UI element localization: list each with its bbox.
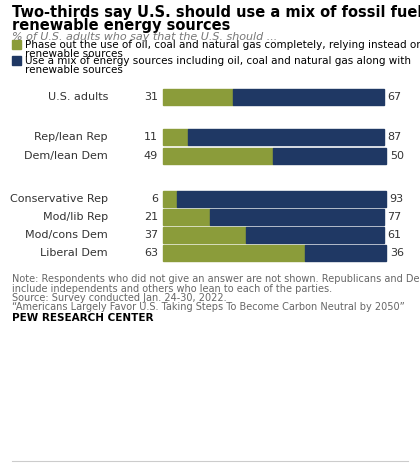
Text: 49: 49 — [144, 151, 158, 161]
Text: Liberal Dem: Liberal Dem — [40, 248, 108, 258]
Bar — [12, 40, 21, 49]
Bar — [233, 89, 383, 105]
Bar — [163, 227, 246, 243]
Text: 6: 6 — [151, 194, 158, 204]
Text: 37: 37 — [144, 230, 158, 240]
Text: U.S. adults: U.S. adults — [47, 92, 108, 102]
Bar — [305, 245, 386, 261]
Bar — [163, 209, 210, 225]
Text: 11: 11 — [144, 132, 158, 142]
Text: 87: 87 — [388, 132, 402, 142]
Bar — [163, 129, 188, 145]
Text: 67: 67 — [388, 92, 402, 102]
Text: 77: 77 — [388, 212, 402, 222]
Text: renewable sources: renewable sources — [25, 49, 123, 59]
Bar — [163, 148, 273, 164]
Text: 61: 61 — [388, 230, 402, 240]
Text: Source: Survey conducted Jan. 24-30, 2022.: Source: Survey conducted Jan. 24-30, 202… — [12, 293, 227, 303]
Bar — [12, 56, 21, 65]
Text: 63: 63 — [144, 248, 158, 258]
Text: Use a mix of energy sources including oil, coal and natural gas along with: Use a mix of energy sources including oi… — [25, 56, 411, 66]
Text: Phase out the use of oil, coal and natural gas completely, relying instead on: Phase out the use of oil, coal and natur… — [25, 40, 420, 50]
Text: Note: Respondents who did not give an answer are not shown. Republicans and Demo: Note: Respondents who did not give an an… — [12, 274, 420, 284]
Text: 21: 21 — [144, 212, 158, 222]
Text: include independents and others who lean to each of the parties.: include independents and others who lean… — [12, 283, 332, 293]
Bar — [210, 209, 383, 225]
Text: PEW RESEARCH CENTER: PEW RESEARCH CENTER — [12, 313, 153, 323]
Bar — [246, 227, 383, 243]
Bar — [273, 148, 386, 164]
Text: Two-thirds say U.S. should use a mix of fossil fuels and: Two-thirds say U.S. should use a mix of … — [12, 5, 420, 20]
Text: Conservative Rep: Conservative Rep — [10, 194, 108, 204]
Bar — [176, 191, 386, 207]
Text: Mod/lib Rep: Mod/lib Rep — [43, 212, 108, 222]
Text: 93: 93 — [390, 194, 404, 204]
Text: Dem/lean Dem: Dem/lean Dem — [24, 151, 108, 161]
Bar — [163, 245, 305, 261]
Text: Rep/lean Rep: Rep/lean Rep — [34, 132, 108, 142]
Text: renewable sources: renewable sources — [25, 65, 123, 75]
Bar — [188, 129, 383, 145]
Text: renewable energy sources: renewable energy sources — [12, 18, 231, 33]
Text: “Americans Largely Favor U.S. Taking Steps To Become Carbon Neutral by 2050”: “Americans Largely Favor U.S. Taking Ste… — [12, 303, 405, 312]
Text: % of U.S. adults who say that the U.S. should ...: % of U.S. adults who say that the U.S. s… — [12, 32, 277, 42]
Text: 36: 36 — [390, 248, 404, 258]
Bar — [163, 89, 233, 105]
Text: Mod/cons Dem: Mod/cons Dem — [25, 230, 108, 240]
Text: 31: 31 — [144, 92, 158, 102]
Bar — [163, 191, 176, 207]
Text: 50: 50 — [390, 151, 404, 161]
